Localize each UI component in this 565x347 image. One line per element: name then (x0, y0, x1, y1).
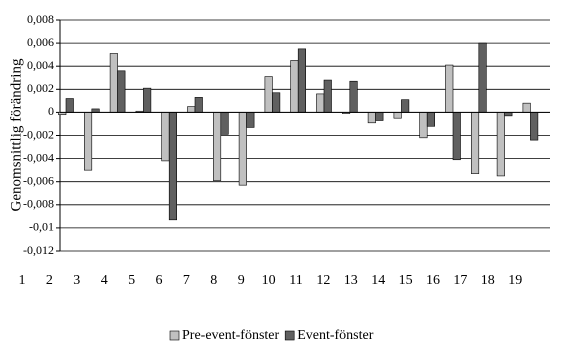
x-tick-label: 7 (183, 273, 190, 288)
y-tick-label: -0,006 (23, 173, 54, 187)
x-tick-label: 17 (453, 273, 467, 288)
bar (522, 102, 531, 113)
bar (187, 106, 196, 113)
bar (213, 112, 222, 181)
bar (238, 112, 247, 186)
x-tick-label: 10 (262, 273, 276, 288)
y-tick-label: 0,008 (27, 12, 54, 26)
y-tick-label: -0,008 (23, 197, 54, 211)
bar (496, 112, 505, 177)
x-tick-label: 12 (316, 273, 330, 288)
x-tick-label: 5 (128, 273, 135, 288)
bar (504, 112, 513, 117)
legend-label: Pre-event-fönster (182, 328, 280, 343)
y-tick-label: 0 (48, 104, 54, 118)
y-axis-title: Genomsnittlig förändring (8, 58, 24, 211)
x-tick-label: 3 (73, 273, 80, 288)
x-tick-label: 16 (426, 273, 440, 288)
bar (220, 112, 229, 135)
x-tick-label: 6 (156, 273, 163, 288)
bar (470, 112, 480, 174)
x-tick-label: 4 (101, 273, 108, 288)
bar (316, 93, 325, 113)
bar (168, 112, 177, 221)
bar (272, 92, 281, 113)
bar (297, 48, 307, 113)
bar (445, 64, 454, 113)
bar (84, 112, 93, 171)
bar (530, 112, 539, 141)
bar (367, 112, 376, 124)
x-tick-label: 1 (19, 273, 26, 288)
y-tick-label: -0,01 (29, 220, 54, 234)
legend-swatch (169, 330, 180, 341)
x-tick-label: 9 (238, 273, 245, 288)
bar (290, 60, 299, 113)
bar (91, 108, 100, 113)
y-tick-label: -0,002 (23, 127, 54, 141)
y-tick-label: 0,004 (27, 58, 54, 72)
bar (478, 42, 487, 113)
bar (452, 112, 461, 161)
legend-label: Event-fönster (297, 328, 374, 343)
x-tick-label: 8 (210, 273, 217, 288)
bar (109, 53, 118, 113)
legend-swatch (284, 330, 295, 341)
bar (419, 112, 428, 139)
bar (194, 97, 203, 113)
x-tick-label: 18 (481, 273, 495, 288)
bar (393, 112, 402, 119)
x-tick-label: 15 (399, 273, 413, 288)
bar (161, 112, 170, 162)
x-tick-label: 19 (508, 273, 522, 288)
y-tick-label: -0,004 (23, 150, 54, 164)
bar (246, 112, 255, 128)
bar (401, 99, 410, 113)
bar (117, 70, 126, 113)
bar (143, 87, 152, 113)
bar (323, 79, 332, 113)
x-tick-label: 2 (46, 273, 53, 288)
bar (349, 80, 358, 113)
x-tick-label: 13 (344, 273, 358, 288)
bar (426, 112, 436, 127)
x-tick-label: 14 (371, 273, 385, 288)
y-tick-label: 0,002 (27, 81, 54, 95)
bar (264, 76, 273, 113)
bar (65, 98, 74, 113)
x-tick-label: 11 (289, 273, 302, 288)
y-tick-label: 0,006 (27, 35, 54, 49)
bar (375, 112, 384, 121)
y-tick-label: -0,012 (23, 243, 54, 257)
